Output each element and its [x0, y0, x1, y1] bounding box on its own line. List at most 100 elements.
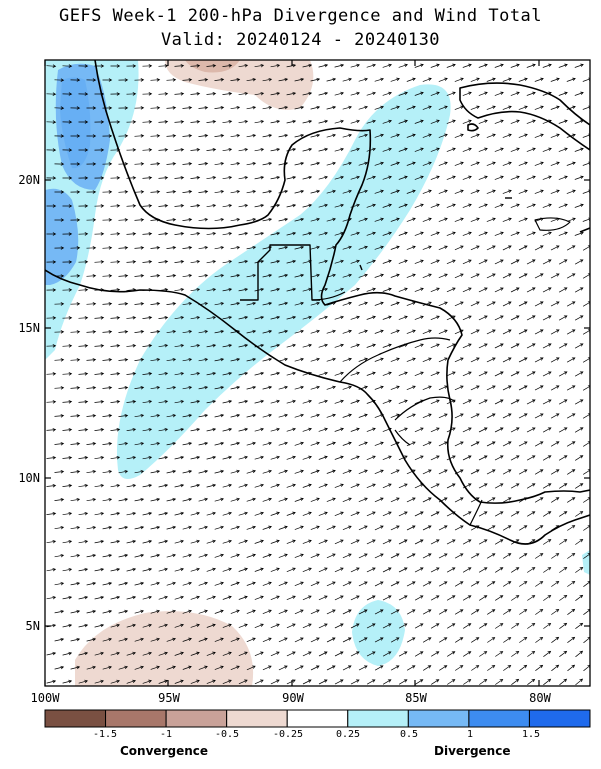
wind-arrow	[406, 469, 416, 475]
wind-arrow	[398, 567, 408, 573]
wind-arrow	[390, 469, 400, 475]
wind-arrow	[470, 357, 480, 363]
wind-arrow	[422, 217, 432, 222]
wind-arrow	[478, 287, 488, 293]
wind-arrow	[254, 287, 265, 292]
wind-arrow	[398, 175, 408, 180]
wind-arrow	[110, 539, 121, 544]
wind-arrow	[198, 581, 209, 586]
wind-arrow	[214, 357, 225, 362]
wind-arrow	[342, 105, 352, 110]
wind-arrow	[198, 553, 209, 558]
wind-arrow	[470, 413, 480, 419]
wind-arrow	[398, 147, 408, 152]
wind-arrow	[270, 455, 281, 460]
wind-arrow	[439, 637, 448, 643]
wind-arrow	[62, 651, 73, 656]
wind-arrow	[558, 175, 568, 180]
wind-arrow	[486, 497, 496, 503]
wind-arrow	[454, 133, 464, 138]
wind-arrow	[158, 679, 169, 684]
wind-arrow	[78, 260, 89, 264]
wind-arrow	[166, 665, 176, 670]
wind-arrow	[558, 427, 568, 433]
wind-arrow	[350, 567, 360, 573]
wind-arrow	[574, 399, 584, 405]
wind-arrow	[510, 511, 520, 517]
wind-arrow	[494, 119, 504, 124]
wind-arrow	[230, 469, 240, 474]
wind-arrow	[238, 623, 248, 628]
wind-arrow	[550, 385, 560, 391]
wind-arrow	[398, 203, 408, 208]
wind-arrow	[246, 497, 257, 502]
wind-arrow	[254, 399, 265, 404]
wind-arrow	[430, 511, 440, 517]
wind-arrow	[414, 511, 424, 517]
wind-arrow	[310, 161, 321, 166]
wind-arrow	[559, 539, 568, 545]
wind-arrow	[134, 553, 145, 558]
wind-arrow	[526, 315, 536, 321]
wind-arrow	[254, 427, 264, 432]
wind-arrow	[334, 203, 344, 208]
wind-arrow	[174, 343, 185, 348]
wind-arrow	[238, 399, 249, 404]
wind-arrow	[566, 189, 576, 194]
wind-arrow	[518, 217, 528, 222]
wind-arrow	[318, 231, 328, 236]
wind-arrow	[70, 442, 81, 446]
wind-arrow	[574, 371, 584, 377]
wind-arrow	[462, 399, 472, 405]
wind-arrow	[302, 651, 312, 657]
convergence-label: Convergence	[120, 744, 208, 758]
wind-arrow	[302, 315, 312, 320]
wind-arrow	[86, 637, 97, 642]
wind-arrow	[174, 679, 184, 684]
wind-arrow	[142, 623, 152, 628]
wind-arrow	[126, 455, 137, 460]
divergence-pacific-small	[352, 600, 405, 666]
wind-arrow	[214, 469, 225, 474]
wind-arrow	[406, 609, 416, 615]
wind-arrow	[86, 665, 96, 670]
wind-arrow	[206, 623, 216, 628]
wind-arrow	[94, 260, 105, 264]
wind-arrow	[470, 469, 480, 475]
wind-arrow	[526, 287, 536, 293]
wind-arrow	[422, 637, 432, 643]
wind-arrow	[374, 301, 384, 306]
wind-arrow	[270, 427, 280, 432]
wind-arrow	[134, 525, 145, 530]
wind-arrow	[510, 427, 520, 433]
wind-arrow	[358, 245, 369, 250]
wind-arrow	[398, 399, 408, 404]
wind-arrow	[462, 371, 472, 377]
wind-arrow	[126, 120, 137, 124]
wind-arrow	[190, 231, 201, 236]
wind-arrow	[422, 77, 432, 82]
wind-arrow	[262, 133, 273, 138]
wind-arrow	[502, 385, 512, 391]
wind-arrow	[238, 679, 248, 685]
wind-arrow	[110, 427, 121, 432]
wind-arrow	[174, 455, 185, 460]
wind-arrow	[358, 497, 368, 503]
wind-arrow	[166, 357, 177, 362]
wind-arrow	[214, 245, 225, 250]
wind-arrow	[398, 539, 408, 545]
wind-arrow	[278, 665, 288, 671]
wind-arrow	[206, 427, 217, 432]
wind-arrow	[70, 78, 81, 82]
wind-arrow	[382, 175, 392, 180]
wind-arrow	[527, 678, 536, 685]
wind-arrow	[182, 329, 193, 334]
wind-arrow	[574, 119, 584, 124]
colorbar-tick-label: -1.5	[92, 729, 118, 740]
wind-arrow	[198, 245, 209, 250]
wind-arrow	[70, 469, 81, 474]
wind-arrow	[222, 595, 232, 600]
wind-arrow	[510, 455, 520, 461]
wind-arrow	[487, 637, 496, 643]
wind-arrow	[326, 189, 336, 194]
